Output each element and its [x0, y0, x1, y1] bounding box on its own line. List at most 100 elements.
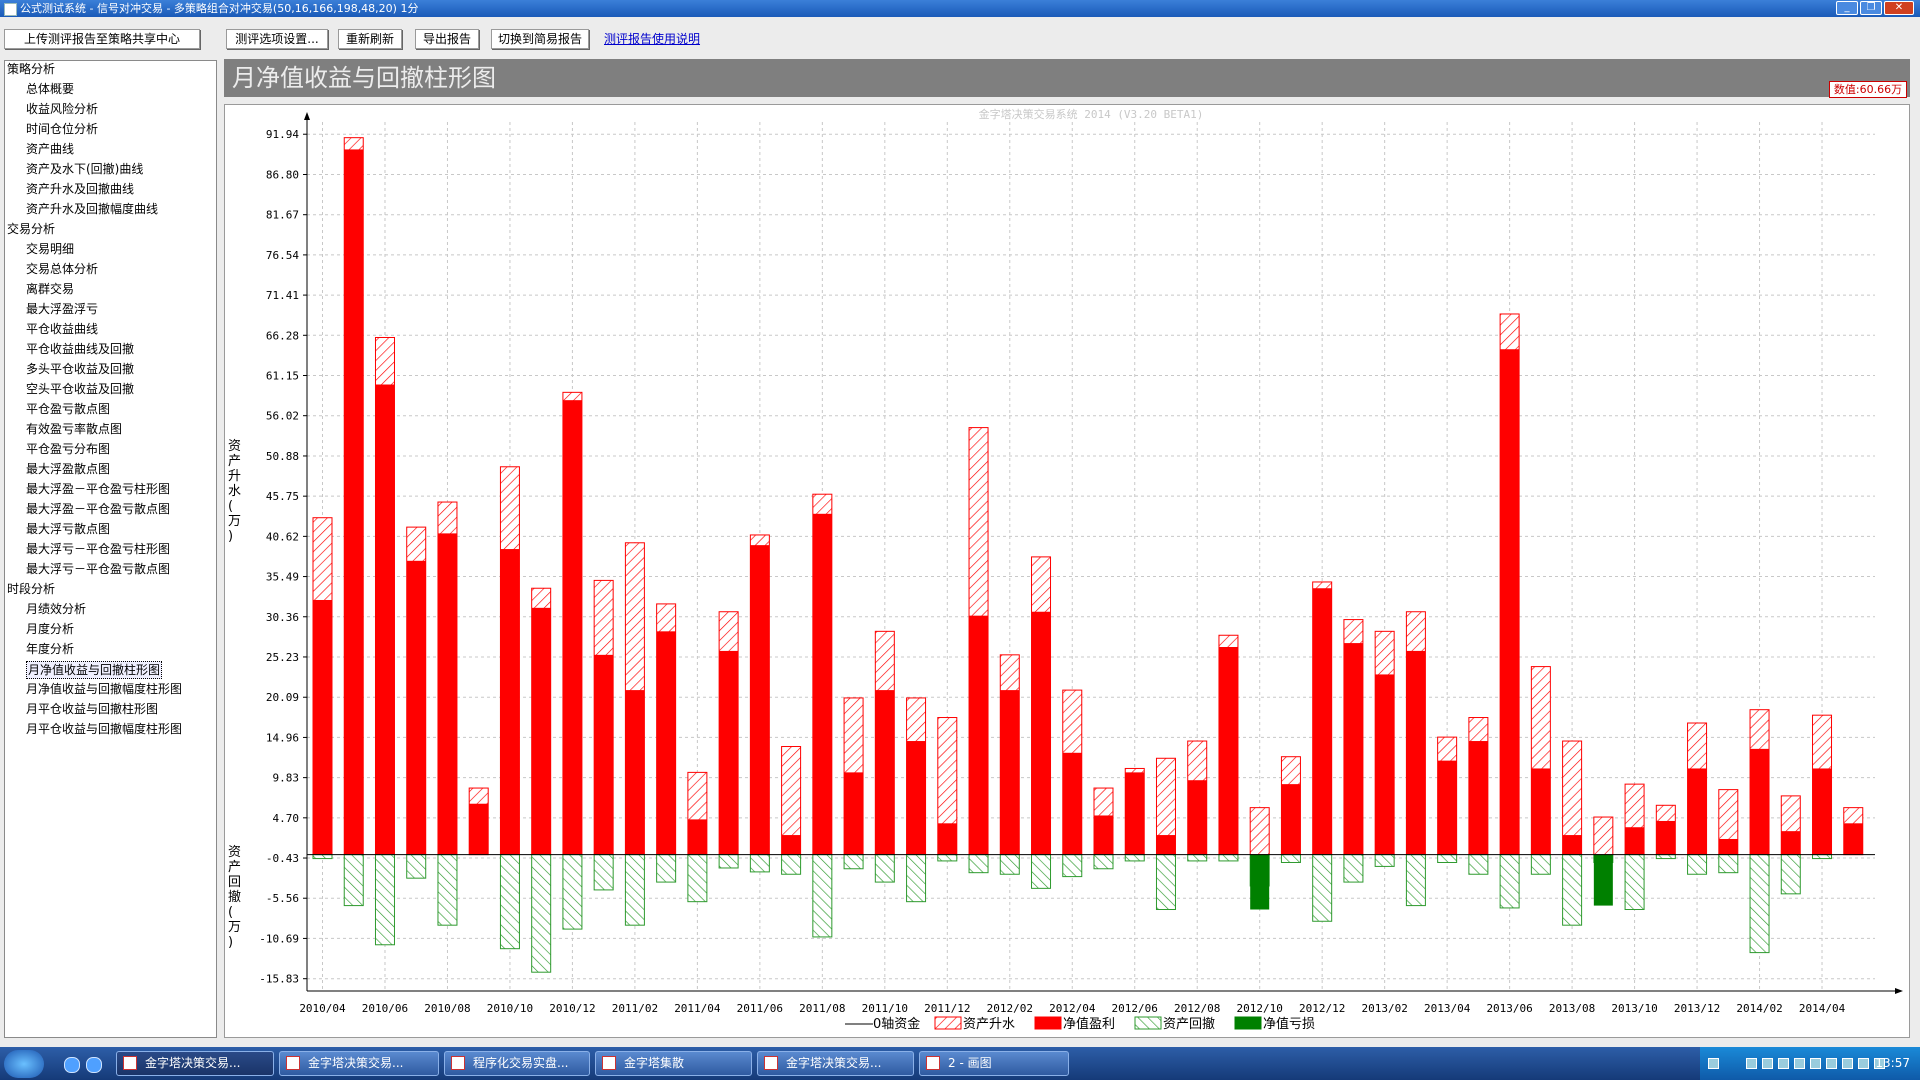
- drawdown-bar: [1031, 854, 1052, 889]
- drawdown-bar: [499, 854, 520, 950]
- tree-group[interactable]: 交易分析: [7, 222, 56, 236]
- net-gain-bar: [562, 400, 582, 855]
- drawdown-bar: [1124, 854, 1145, 862]
- tree-item[interactable]: 最大浮盈－平仓盈亏散点图: [26, 502, 171, 516]
- tree-item[interactable]: 时间仓位分析: [26, 122, 99, 136]
- start-button[interactable]: [4, 1050, 44, 1078]
- tree-item[interactable]: 平仓收益曲线: [26, 322, 99, 336]
- y-tick-label: 40.62: [266, 530, 299, 543]
- tray-icon[interactable]: [1826, 1058, 1837, 1069]
- drawdown-bar: [1437, 854, 1458, 863]
- tree-item[interactable]: 月平仓收益与回撤柱形图: [26, 702, 159, 716]
- taskbar-item[interactable]: 金字塔集散: [595, 1051, 752, 1076]
- drawdown-bar: [968, 854, 989, 874]
- restore-icon[interactable]: ❐: [1860, 1, 1882, 15]
- x-tick-label: 2013/10: [1611, 1002, 1657, 1015]
- upload-report-button[interactable]: 上传测评报告至策略共享中心: [4, 29, 200, 49]
- x-tick-label: 2010/06: [362, 1002, 408, 1015]
- drawdown-bar: [1405, 854, 1426, 907]
- y-tick-label: 76.54: [266, 249, 299, 262]
- tree-item[interactable]: 总体概要: [26, 82, 75, 96]
- tree-item[interactable]: 收益风险分析: [26, 102, 99, 116]
- tree-item[interactable]: 月度分析: [26, 622, 75, 636]
- export-button[interactable]: 导出报告: [415, 29, 479, 49]
- tree-item[interactable]: 最大浮盈－平仓盈亏柱形图: [26, 482, 171, 496]
- drawdown-bar: [812, 854, 833, 938]
- x-tick-label: 2012/12: [1299, 1002, 1345, 1015]
- tray-icon[interactable]: [1810, 1058, 1821, 1069]
- drawdown-bar: [1280, 854, 1301, 863]
- browser-icon[interactable]: [86, 1057, 102, 1073]
- tree-group[interactable]: 时段分析: [7, 582, 56, 596]
- net-gain-bar: [469, 803, 489, 855]
- tree-item[interactable]: 平仓盈亏分布图: [26, 442, 111, 456]
- net-gain-bar: [1156, 835, 1176, 855]
- tree-item[interactable]: 月净值收益与回撤幅度柱形图: [26, 682, 183, 696]
- drawdown-bar: [1499, 854, 1520, 909]
- taskbar-item-label: 2 - 画图: [948, 1056, 992, 1070]
- tree-item[interactable]: 月净值收益与回撤柱形图: [26, 661, 163, 679]
- tree-item[interactable]: 离群交易: [26, 282, 75, 296]
- x-tick-label: 2010/10: [487, 1002, 533, 1015]
- tray-icon[interactable]: [1778, 1058, 1789, 1069]
- tree-item[interactable]: 资产曲线: [26, 142, 75, 156]
- x-tick-label: 2013/02: [1361, 1002, 1407, 1015]
- help-link[interactable]: 测评报告使用说明: [604, 32, 701, 46]
- tray-icon[interactable]: [1746, 1058, 1757, 1069]
- legend-swatch: [1234, 1016, 1262, 1030]
- minimize-icon[interactable]: _: [1836, 1, 1858, 15]
- tree-item[interactable]: 有效盈亏率散点图: [26, 422, 123, 436]
- tree-item[interactable]: 最大浮盈散点图: [26, 462, 111, 476]
- net-loss-bar: [1593, 854, 1613, 906]
- settings-button[interactable]: 测评选项设置...: [226, 29, 328, 49]
- asset-rise-bar: [1593, 816, 1614, 856]
- net-gain-bar: [1843, 823, 1863, 855]
- value-readout: 数值:60.66万: [1829, 81, 1907, 98]
- close-icon[interactable]: ✕: [1884, 1, 1914, 15]
- tree-item[interactable]: 最大浮亏散点图: [26, 522, 111, 536]
- tray-icon[interactable]: [1762, 1058, 1773, 1069]
- legend-label: 净值盈利: [1063, 1016, 1115, 1032]
- tree-item[interactable]: 空头平仓收益及回撤: [26, 382, 135, 396]
- tree-item[interactable]: 多头平仓收益及回撤: [26, 362, 135, 376]
- tree-item[interactable]: 资产升水及回撤幅度曲线: [26, 202, 159, 216]
- clock: 13:57: [1875, 1056, 1910, 1070]
- tree-item[interactable]: 资产升水及回撤曲线: [26, 182, 135, 196]
- taskbar-item-label: 金字塔决策交易...: [308, 1056, 404, 1070]
- net-gain-bar: [750, 545, 770, 855]
- tree-item[interactable]: 月平仓收益与回撤幅度柱形图: [26, 722, 183, 736]
- net-gain-bar: [1562, 835, 1582, 855]
- tree-item[interactable]: 资产及水下(回撤)曲线: [26, 162, 144, 176]
- tray-icon[interactable]: [1874, 1058, 1885, 1069]
- net-gain-bar: [594, 654, 614, 855]
- refresh-button[interactable]: 重新刷新: [338, 29, 402, 49]
- tray-icon[interactable]: [1842, 1058, 1853, 1069]
- taskbar-item[interactable]: 2 - 画图: [919, 1051, 1069, 1076]
- tree-item[interactable]: 交易总体分析: [26, 262, 99, 276]
- tree-item[interactable]: 平仓盈亏散点图: [26, 402, 111, 416]
- tray-icon[interactable]: [1858, 1058, 1869, 1069]
- net-gain-bar: [812, 513, 832, 855]
- taskbar-item[interactable]: 金字塔决策交易...: [757, 1051, 914, 1076]
- net-gain-bar: [906, 741, 926, 855]
- drawdown-bar: [1312, 854, 1333, 922]
- tree-item[interactable]: 年度分析: [26, 642, 75, 656]
- tree-item[interactable]: 交易明细: [26, 242, 75, 256]
- taskbar-item[interactable]: 金字塔决策交易...: [116, 1051, 274, 1076]
- net-gain-bar: [1218, 647, 1238, 855]
- tree-item[interactable]: 平仓收益曲线及回撤: [26, 342, 135, 356]
- desktop-icon[interactable]: [64, 1057, 80, 1073]
- tray-icon[interactable]: [1794, 1058, 1805, 1069]
- drawdown-bar: [343, 854, 364, 907]
- tree-item[interactable]: 月绩效分析: [26, 602, 87, 616]
- tree-item[interactable]: 最大浮亏－平仓盈亏散点图: [26, 562, 171, 576]
- tree-item[interactable]: 最大浮盈浮亏: [26, 302, 99, 316]
- tree-group[interactable]: 策略分析: [7, 62, 56, 76]
- tray-icon[interactable]: [1708, 1058, 1719, 1069]
- tree-item[interactable]: 最大浮亏－平仓盈亏柱形图: [26, 542, 171, 556]
- switch-report-button[interactable]: 切换到简易报告: [491, 29, 589, 49]
- chart-watermark: 金字塔决策交易系统 2014 (V3.20 BETA1): [979, 107, 1204, 121]
- x-tick-label: 2010/04: [299, 1002, 346, 1015]
- taskbar-item[interactable]: 程序化交易实盘...: [444, 1051, 590, 1076]
- taskbar-item[interactable]: 金字塔决策交易...: [279, 1051, 439, 1076]
